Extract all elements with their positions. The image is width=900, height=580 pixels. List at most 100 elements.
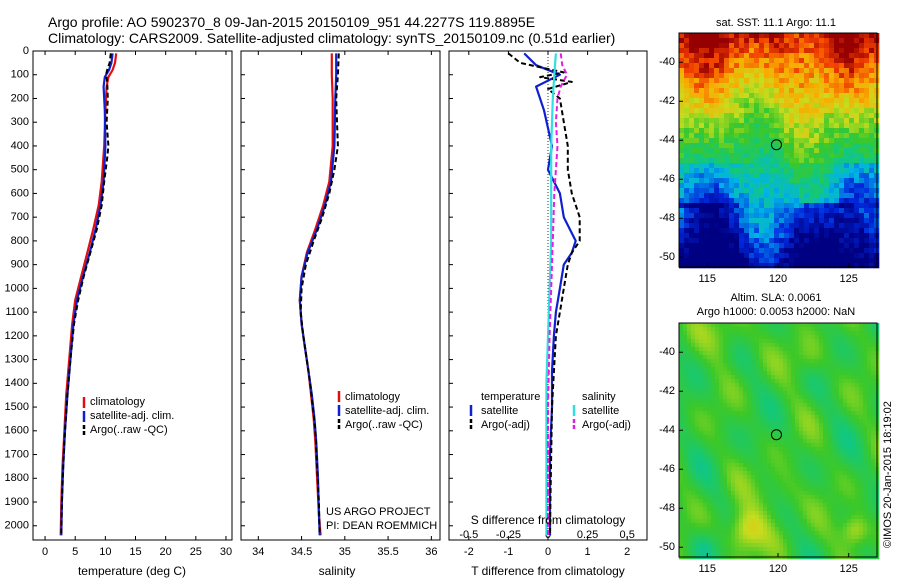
map-cell xyxy=(699,419,704,424)
map-cell xyxy=(784,148,790,154)
map-cell xyxy=(744,203,750,209)
map-cell xyxy=(683,383,688,388)
map-cell xyxy=(684,173,690,179)
map-cell xyxy=(711,323,716,328)
map-cell xyxy=(799,133,805,139)
map-cell xyxy=(709,203,715,209)
map-cell xyxy=(739,213,745,219)
map-cell xyxy=(824,123,830,129)
map-cell xyxy=(855,339,860,344)
map-cell xyxy=(789,33,795,39)
map-cell xyxy=(687,463,692,468)
map-cell xyxy=(807,547,812,552)
map-cell xyxy=(731,435,736,440)
map-cell xyxy=(843,347,848,352)
map-cell xyxy=(703,443,708,448)
map-cell xyxy=(764,103,770,109)
map-cell xyxy=(679,213,685,219)
map-cell xyxy=(794,143,800,149)
map-cell xyxy=(844,198,850,204)
depth-tick-label: 1100 xyxy=(5,306,29,318)
map-cell xyxy=(799,475,804,480)
map-cell xyxy=(771,475,776,480)
map-cell xyxy=(835,387,840,392)
map-cell xyxy=(711,515,716,520)
map-cell xyxy=(864,133,870,139)
map-cell xyxy=(804,218,810,224)
map-cell xyxy=(731,407,736,412)
map-cell xyxy=(791,467,796,472)
map-cell xyxy=(703,403,708,408)
map-cell xyxy=(829,143,835,149)
map-cell xyxy=(799,415,804,420)
map-cell xyxy=(679,323,684,328)
map-cell xyxy=(854,238,860,244)
map-cell xyxy=(759,339,764,344)
map-cell xyxy=(739,43,745,49)
map-cell xyxy=(739,407,744,412)
map-cell xyxy=(814,108,820,114)
map-cell xyxy=(747,503,752,508)
map-cell xyxy=(707,411,712,416)
map-cell xyxy=(707,499,712,504)
map-cell xyxy=(707,403,712,408)
map-cell xyxy=(839,193,845,199)
map-cell xyxy=(819,415,824,420)
map-cell xyxy=(731,391,736,396)
map-cell xyxy=(711,499,716,504)
map-cell xyxy=(731,423,736,428)
map-cell xyxy=(744,158,750,164)
map-cell xyxy=(811,383,816,388)
map-cell xyxy=(829,48,835,54)
map-cell xyxy=(843,403,848,408)
map-cell xyxy=(699,203,705,209)
map-cell xyxy=(715,371,720,376)
map-cell xyxy=(819,339,824,344)
map-cell xyxy=(819,203,825,209)
map-cell xyxy=(751,367,756,372)
legend-label-climatology: climatology xyxy=(90,396,146,408)
map-cell xyxy=(829,123,835,129)
map-cell xyxy=(829,63,835,69)
difference-series xyxy=(507,52,581,536)
map-cell xyxy=(859,543,864,548)
map-cell xyxy=(835,543,840,548)
map-cell xyxy=(803,495,808,500)
map-cell xyxy=(729,233,735,239)
map-cell xyxy=(771,455,776,460)
legend-label-t-argo: Argo(-adj) xyxy=(481,419,530,431)
map-cell xyxy=(814,223,820,229)
map-cell xyxy=(864,163,870,169)
map-cell xyxy=(804,258,810,264)
map-cell xyxy=(684,193,690,199)
map-cell xyxy=(747,519,752,524)
map-cell xyxy=(694,78,700,84)
map-cell xyxy=(767,499,772,504)
map-cell xyxy=(839,133,845,139)
map-cell xyxy=(739,33,745,39)
map-cell xyxy=(811,439,816,444)
map-cell xyxy=(723,391,728,396)
map-cell xyxy=(719,411,724,416)
map-cell xyxy=(819,387,824,392)
map-cell xyxy=(859,218,865,224)
map-cell xyxy=(747,399,752,404)
map-cell xyxy=(799,547,804,552)
map-cell xyxy=(827,491,832,496)
map-cell xyxy=(859,128,865,134)
map-cell xyxy=(779,228,785,234)
map-cell xyxy=(719,163,725,169)
map-cell xyxy=(839,495,844,500)
map-cell xyxy=(755,543,760,548)
map-cell xyxy=(747,331,752,336)
map-cell xyxy=(767,503,772,508)
map-cell xyxy=(715,403,720,408)
map-cell xyxy=(799,411,804,416)
map-cell xyxy=(823,335,828,340)
map-cell xyxy=(849,168,855,174)
map-cell xyxy=(839,539,844,544)
map-cell xyxy=(769,113,775,119)
map-cell xyxy=(709,103,715,109)
map-cell xyxy=(859,375,864,380)
map-cell xyxy=(859,248,865,254)
